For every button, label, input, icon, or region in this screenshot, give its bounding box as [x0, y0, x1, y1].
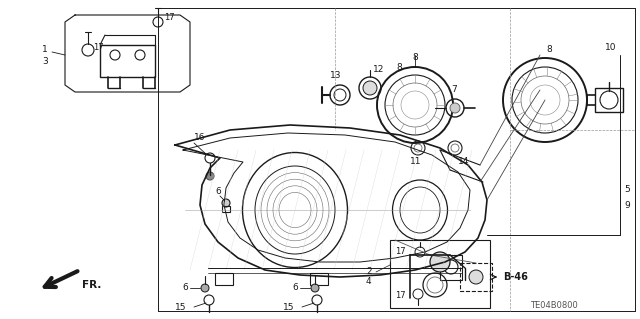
Circle shape: [450, 103, 460, 113]
Text: TE04B0800: TE04B0800: [530, 300, 578, 309]
Text: 8: 8: [412, 54, 418, 63]
Circle shape: [311, 284, 319, 292]
Text: 15: 15: [283, 302, 294, 311]
Bar: [440, 255, 462, 280]
Text: 17: 17: [395, 248, 406, 256]
Bar: [595, 88, 623, 112]
Bar: [460, 263, 492, 291]
Text: 12: 12: [373, 65, 385, 75]
Text: 14: 14: [458, 158, 469, 167]
Text: 8: 8: [546, 46, 552, 55]
Bar: [222, 206, 230, 212]
Text: 2: 2: [366, 268, 372, 277]
Text: B-46: B-46: [503, 272, 528, 282]
Text: 3: 3: [42, 57, 48, 66]
Text: 8: 8: [396, 63, 402, 72]
Circle shape: [430, 252, 450, 272]
Circle shape: [201, 284, 209, 292]
Text: 17: 17: [395, 292, 406, 300]
Text: 5: 5: [624, 186, 630, 195]
Text: 15: 15: [175, 302, 186, 311]
Text: 17: 17: [164, 12, 175, 21]
Text: 7: 7: [451, 85, 457, 94]
Text: 11: 11: [410, 158, 422, 167]
Text: FR.: FR.: [82, 280, 101, 290]
Bar: [310, 273, 328, 285]
Text: 1: 1: [42, 46, 48, 55]
Text: 16: 16: [194, 133, 205, 143]
Bar: [215, 273, 233, 285]
Text: 10: 10: [605, 43, 616, 53]
Text: 9: 9: [624, 201, 630, 210]
Circle shape: [206, 172, 214, 180]
Text: 13: 13: [330, 70, 342, 79]
Text: 17: 17: [93, 43, 104, 53]
Bar: [100, 45, 155, 77]
Bar: [390, 240, 490, 308]
Circle shape: [222, 199, 230, 207]
Text: 6: 6: [292, 284, 298, 293]
Circle shape: [363, 81, 377, 95]
Text: 6: 6: [215, 188, 221, 197]
Circle shape: [469, 270, 483, 284]
Text: 6: 6: [182, 284, 188, 293]
Text: 4: 4: [366, 278, 372, 286]
